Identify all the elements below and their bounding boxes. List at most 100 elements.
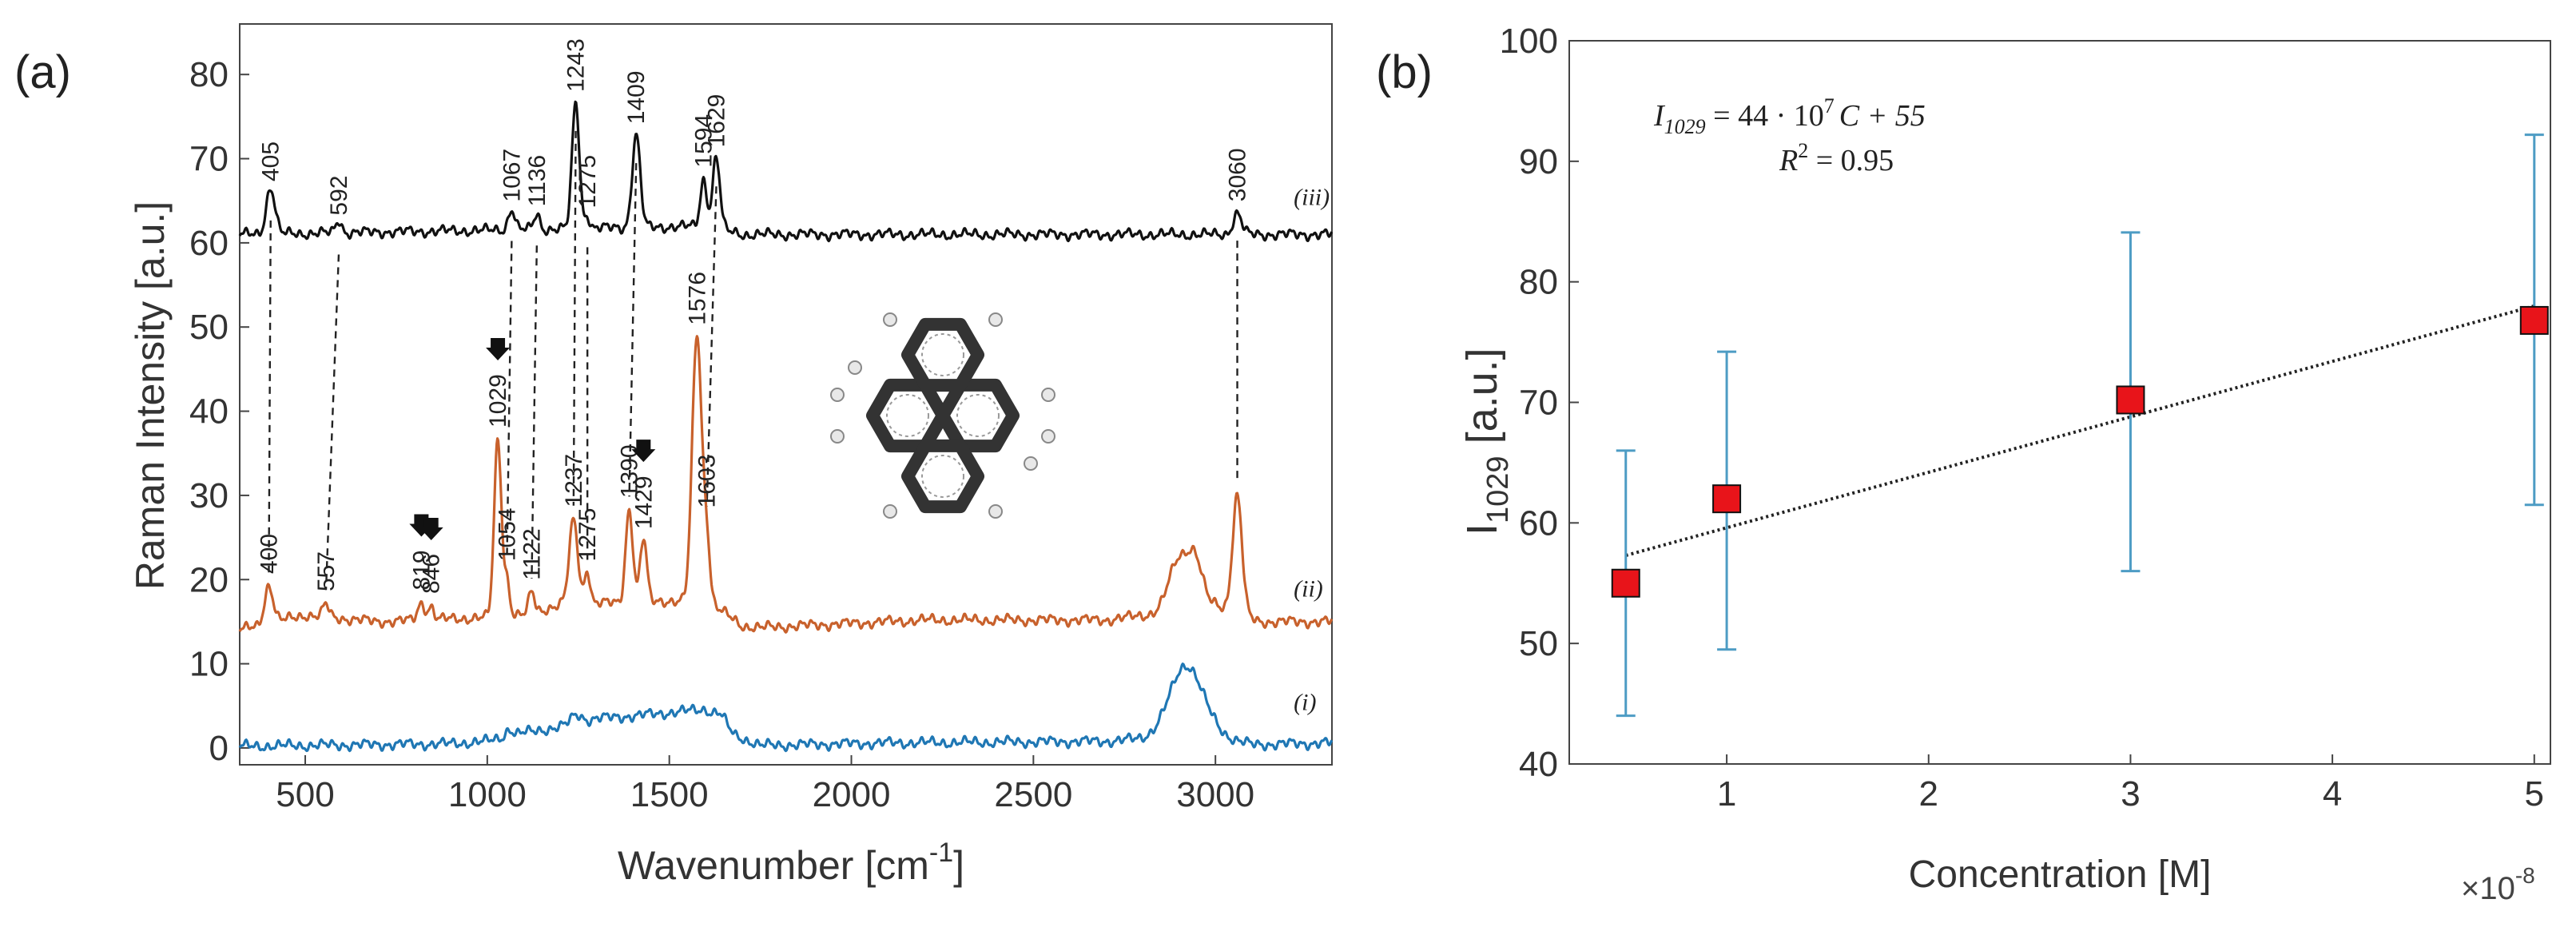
hydrogen-atom — [830, 429, 845, 444]
data-point-4 — [2519, 305, 2549, 335]
x-tick-label: 500 — [276, 775, 334, 814]
peak-label-1576: 1576 — [684, 272, 710, 325]
hydrogen-atom — [883, 504, 897, 519]
hydrogen-atom — [1041, 429, 1055, 444]
dashed-link — [268, 220, 272, 573]
y-tick-label: 100 — [1500, 22, 1558, 61]
y-tick-label: 0 — [209, 729, 229, 768]
y-tick-label: 30 — [189, 476, 229, 515]
y-tick-label: 60 — [1519, 503, 1558, 543]
y-tick-label: 20 — [189, 560, 229, 599]
panel-b-fit-line — [1625, 304, 2535, 557]
ring-aromatic — [956, 394, 1000, 437]
dashed-link — [628, 163, 638, 497]
y-tick-label: 50 — [1519, 624, 1558, 663]
panel-a-traces — [238, 100, 1334, 753]
dashed-link — [506, 241, 513, 560]
x-tick-label: 5 — [2525, 774, 2544, 814]
panel-b-x-ticks: 1 2 3 4 5 — [1717, 754, 2544, 814]
series-label: (iii) — [1294, 184, 1330, 210]
x-tick-label: 3 — [2121, 774, 2140, 814]
panel-a-arrows — [409, 337, 656, 541]
panel-b-points — [1611, 133, 2549, 718]
peak-label-405: 405 — [258, 141, 284, 181]
data-point-3 — [2116, 385, 2145, 415]
peak-label-592: 592 — [326, 176, 352, 216]
peak-label-1594: 1594 — [691, 114, 718, 168]
panel-b-x-multiplier: ×10-8 — [2461, 863, 2535, 906]
panel-a-y-ticks: 0 10 20 30 40 50 60 70 80 — [189, 55, 249, 768]
panel-a-raman-spectra: (a) 0 10 20 30 40 50 60 70 80 500 1000 1500 2000 250… — [14, 23, 1334, 888]
y-tick-label: 50 — [189, 308, 229, 347]
panel-a-axes-box — [239, 23, 1333, 766]
x-tick-label: 1000 — [448, 775, 527, 814]
x-tick-label: 1500 — [630, 775, 709, 814]
hydrogen-atom — [830, 388, 845, 402]
peak-label-846: 846 — [419, 554, 445, 594]
y-tick-label: 70 — [1519, 384, 1558, 423]
peak-label-557: 557 — [313, 551, 340, 591]
x-tick-label: 1 — [1717, 774, 1736, 814]
peak-label-1429: 1429 — [630, 475, 657, 529]
trace-2 — [238, 335, 1334, 634]
peak-label-400: 400 — [256, 534, 282, 574]
panel-a-label: (a) — [14, 46, 71, 98]
hydrogen-atom — [1024, 456, 1038, 471]
hydrogen-atom — [848, 360, 862, 375]
panel-b-ylabel: I1029 [a.u.] — [1458, 348, 1515, 535]
peak-label-1237: 1237 — [561, 454, 587, 507]
series-label: (ii) — [1294, 575, 1323, 602]
trace-1 — [238, 662, 1334, 753]
peak-label-1629: 1629 — [703, 94, 729, 148]
trace-3 — [238, 100, 1334, 243]
y-tick-label: 40 — [1519, 745, 1558, 784]
y-tick-label: 40 — [189, 392, 229, 432]
hydrogen-atom — [988, 312, 1003, 327]
ring-aromatic — [921, 333, 964, 376]
ring-bond — [936, 378, 1020, 453]
hydrogen-atom — [883, 312, 897, 327]
peak-label-1243: 1243 — [563, 38, 590, 92]
dashed-link — [324, 254, 340, 591]
peak-label-1275: 1275 — [574, 508, 601, 562]
ring-aromatic — [886, 394, 929, 437]
equation-line-2: R2 = 0.95 — [1779, 139, 1894, 177]
y-tick-label: 80 — [1519, 263, 1558, 302]
series-label: (i) — [1294, 690, 1316, 716]
equation-line-1: I1029 = 44 · 107 C + 55 — [1653, 94, 1926, 138]
peak-label-1029: 1029 — [485, 374, 511, 428]
x-tick-label: 2000 — [813, 775, 891, 814]
pyrene-molecule-icon — [830, 312, 1055, 519]
hydrogen-atom — [1041, 388, 1055, 402]
down-arrow-icon — [486, 337, 511, 360]
peak-label-3060: 3060 — [1225, 148, 1251, 201]
down-arrow-icon — [631, 440, 656, 463]
panel-b-label: (b) — [1376, 46, 1433, 98]
y-tick-label: 80 — [189, 55, 229, 94]
panel-b-calibration: (b) 40 50 60 70 80 90 100 1 2 3 4 5 I1029 = 44 · 1… — [1376, 22, 2551, 906]
dashed-link — [706, 186, 718, 507]
y-tick-label: 10 — [189, 645, 229, 684]
panel-a-ylabel: Raman Intensity [a.u.] — [128, 201, 173, 590]
peak-label-819: 819 — [408, 550, 435, 590]
x-tick-label: 3000 — [1176, 775, 1254, 814]
hydrogen-atom — [988, 504, 1003, 519]
panel-a-dashed-links — [268, 130, 1238, 591]
x-tick-label: 2500 — [994, 775, 1072, 814]
panel-a-xlabel: Wavenumber [cm-1] — [618, 837, 964, 888]
panel-b-axes-box — [1568, 40, 2551, 765]
y-tick-label: 70 — [189, 140, 229, 179]
x-tick-label: 4 — [2323, 774, 2342, 814]
peak-label-1122: 1122 — [519, 528, 545, 580]
panel-b-xlabel: Concentration [M] — [1909, 853, 2212, 896]
peak-label-1603: 1603 — [694, 455, 721, 508]
dashed-link — [572, 130, 577, 506]
peak-label-1275: 1275 — [574, 155, 601, 209]
ring-bond — [901, 317, 984, 392]
data-point-2 — [1712, 484, 1742, 514]
peak-label-1067: 1067 — [499, 149, 525, 202]
y-tick-label: 90 — [1519, 142, 1558, 181]
ring-bond — [901, 439, 984, 514]
